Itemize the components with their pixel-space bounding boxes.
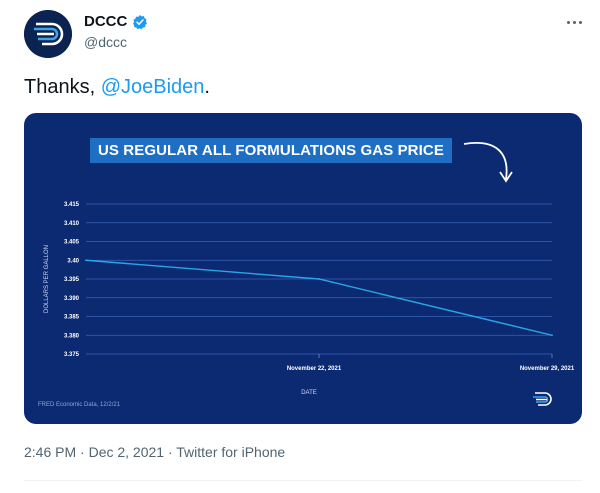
y-tick-label: 3.405 xyxy=(64,240,80,246)
x-tick-label: November 22, 2021 xyxy=(287,366,342,372)
y-tick-label: 3.395 xyxy=(64,277,80,283)
tweet-text: Thanks, @JoeBiden. xyxy=(24,76,210,99)
y-axis-label: DOLLARS PER GALLON xyxy=(44,245,50,313)
divider xyxy=(24,480,582,481)
x-tick-label: November 29, 2021 xyxy=(520,366,575,372)
data-point xyxy=(551,334,553,337)
x-axis-label: DATE xyxy=(301,390,317,396)
source-note: FRED Economic Data, 12/2/21 xyxy=(38,402,121,408)
dccc-logo-icon xyxy=(24,10,72,58)
author-handle[interactable]: @dccc xyxy=(84,34,127,50)
y-tick-label: 3.390 xyxy=(64,296,80,302)
title-arrowhead-icon xyxy=(499,171,513,183)
y-tick-label: 3.380 xyxy=(64,333,80,339)
title-arrow-icon xyxy=(463,142,508,180)
y-tick-label: 3.40 xyxy=(67,258,79,264)
mention-link[interactable]: @JoeBiden xyxy=(100,76,205,98)
more-options-icon[interactable] xyxy=(560,14,588,30)
verified-badge-icon xyxy=(133,14,148,29)
tweet-text-prefix: Thanks, xyxy=(24,76,101,98)
data-point xyxy=(85,259,87,262)
y-tick-label: 3.385 xyxy=(64,315,80,321)
tweet-media[interactable]: 3.415 3.410 3.405 3.40 3.395 3.390 3.385 3.380 3… xyxy=(24,113,582,424)
y-tick-label: 3.410 xyxy=(64,221,80,227)
display-name[interactable]: DCCC xyxy=(84,13,128,30)
avatar[interactable] xyxy=(24,10,72,58)
y-tick-label: 3.375 xyxy=(64,352,80,358)
tweet-text-suffix: . xyxy=(204,76,210,98)
data-point xyxy=(318,278,320,280)
tweet-timestamp[interactable]: 2:46 PM · Dec 2, 2021 · Twitter for iPho… xyxy=(24,444,286,460)
y-tick-label: 3.415 xyxy=(64,202,80,208)
dccc-watermark-icon xyxy=(533,392,552,406)
chart-title: US REGULAR ALL FORMULATIONS GAS PRICE xyxy=(90,138,452,163)
gas-price-chart: 3.415 3.410 3.405 3.40 3.395 3.390 3.385 3.380 3… xyxy=(44,142,575,406)
author-name-row[interactable]: DCCC xyxy=(84,13,148,30)
